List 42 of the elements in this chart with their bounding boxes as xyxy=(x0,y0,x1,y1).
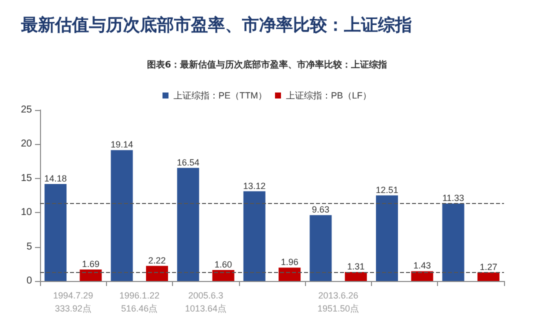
data-label: 13.12 xyxy=(243,180,266,191)
bar xyxy=(477,272,500,281)
legend-label: 上证综指：PB（LF） xyxy=(286,90,372,100)
bar xyxy=(146,266,168,281)
bar xyxy=(411,271,434,281)
chart-title: 最新估值与历次底部市盈率、市净率比较：上证综指 xyxy=(20,16,412,36)
bar xyxy=(376,195,398,281)
bar xyxy=(243,191,266,281)
bar xyxy=(177,168,200,281)
x-tick-label: 1994.7.29 333.92点 xyxy=(53,290,94,314)
data-label: 1.43 xyxy=(413,260,431,271)
x-tick-label: 1996.1.22 516.46点 xyxy=(119,290,160,314)
data-label: 19.14 xyxy=(110,140,134,150)
bar xyxy=(110,150,133,281)
y-tick-label: 15 xyxy=(20,172,32,184)
y-tick-label: 20 xyxy=(20,138,32,150)
y-tick-label: 0 xyxy=(26,276,32,286)
bar xyxy=(44,184,67,281)
y-tick-label: 10 xyxy=(20,207,32,218)
y-tick-label: 5 xyxy=(26,241,32,252)
data-label: 12.51 xyxy=(376,184,398,195)
y-tick-label: 25 xyxy=(20,104,32,116)
bar xyxy=(344,272,367,281)
x-tick-label: 2013.6.26 1951.50点 xyxy=(318,290,360,314)
data-label: 14.18 xyxy=(44,174,67,184)
bar xyxy=(310,215,332,281)
data-label: 1.27 xyxy=(480,262,498,272)
legend-label: 上证综指：PE（TTM） xyxy=(173,90,267,100)
data-label: 2.22 xyxy=(148,255,166,266)
bar xyxy=(212,270,234,281)
data-label: 1.60 xyxy=(214,260,232,270)
x-tick-label: 2005.6.3 1013.64点 xyxy=(184,290,226,314)
bar xyxy=(442,204,464,281)
data-label: 11.33 xyxy=(442,193,464,204)
bar xyxy=(80,269,102,281)
data-label: 1.69 xyxy=(82,258,100,269)
chart-subtitle: 图表6：最新估值与历次底部市盈率、市净率比较：上证综指 xyxy=(146,60,388,70)
data-label: 9.63 xyxy=(312,204,330,215)
data-label: 1.96 xyxy=(280,257,298,268)
bar xyxy=(278,268,301,281)
data-label: 1.31 xyxy=(347,262,365,272)
data-label: 16.54 xyxy=(176,157,200,168)
